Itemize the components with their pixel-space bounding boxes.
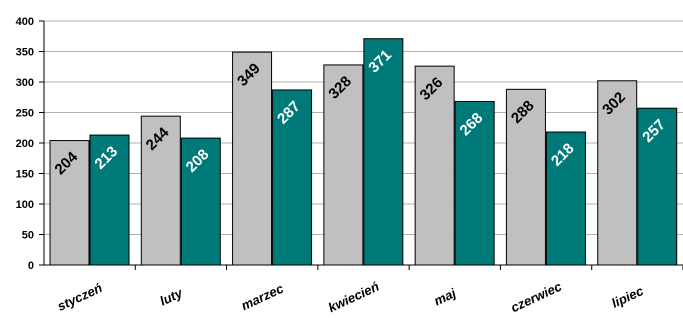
y-tick-label-250: 250 [16, 108, 34, 120]
bar-lipiec-s2 [637, 107, 678, 266]
category-label-kwiecień: kwiecień [326, 279, 382, 316]
y-tick-label-200: 200 [16, 138, 34, 150]
y-tick-label-50: 50 [22, 230, 34, 242]
y-tick-label-300: 300 [16, 77, 34, 89]
bar-czerwiec-s2 [545, 131, 586, 266]
category-label-lipiec: lipiec [609, 283, 646, 311]
axes [39, 20, 683, 270]
bars [49, 38, 678, 266]
bar-maj-s2 [454, 101, 495, 266]
y-tick-label-100: 100 [16, 199, 34, 211]
bar-luty-s1 [140, 115, 181, 266]
category-label-styczeń: styczeń [55, 280, 105, 314]
bar-maj-s1 [414, 65, 455, 266]
y-tick-label-400: 400 [16, 16, 34, 28]
category-label-czerwiec: czerwiec [508, 278, 564, 315]
y-tick-label-0: 0 [28, 260, 34, 272]
category-label-marzec: marzec [239, 280, 287, 313]
bar-luty-s2 [180, 137, 221, 266]
y-tick-label-150: 150 [16, 169, 34, 181]
bar-kwiecień-s2 [363, 38, 404, 266]
bar-marzec-s1 [232, 51, 273, 266]
bar-marzec-s2 [272, 89, 313, 266]
y-tick-label-350: 350 [16, 47, 34, 59]
y-axis-ticks: 0 50 100 150 200 250 300 350 400 [16, 16, 34, 272]
category-label-maj: maj [432, 285, 459, 308]
bar-styczeń-s1 [49, 140, 90, 266]
category-labels: styczeń luty marzec kwiecień maj czerwiec lipi… [55, 278, 646, 315]
bar-kwiecień-s1 [323, 64, 364, 266]
bar-lipiec-s1 [597, 80, 638, 266]
category-label-luty: luty [157, 285, 185, 309]
